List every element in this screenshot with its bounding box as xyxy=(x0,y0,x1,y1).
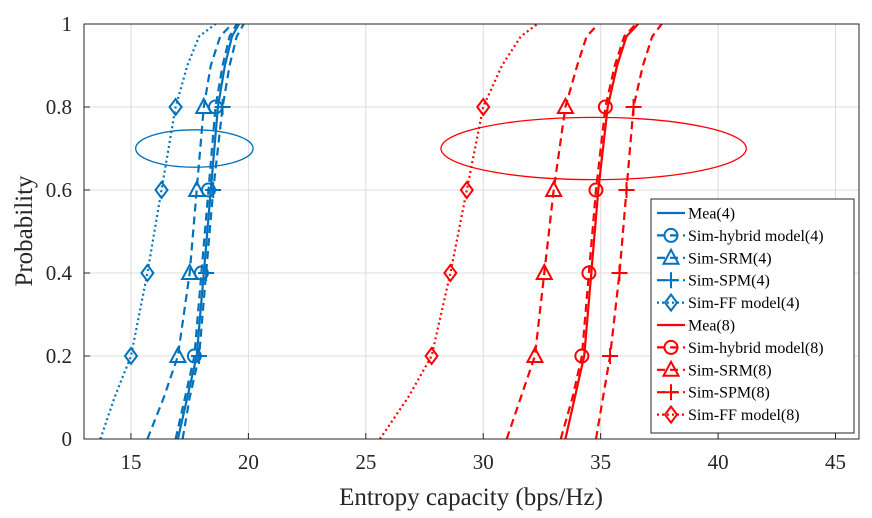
series-line-6 xyxy=(559,24,637,439)
series-marker-7 xyxy=(544,179,563,197)
group-ellipse-group4 xyxy=(135,129,254,168)
legend-swatch-marker xyxy=(663,292,679,313)
legend-swatch-marker xyxy=(663,384,679,401)
x-tick-label: 40 xyxy=(708,450,729,474)
legend-label: Sim-FF model(8) xyxy=(688,407,800,424)
legend-swatch-marker xyxy=(663,339,679,355)
series-marker-8 xyxy=(611,265,628,281)
series-marker-9 xyxy=(459,180,475,200)
series-marker-7 xyxy=(556,96,575,114)
y-axis-label: Probability xyxy=(11,175,38,287)
x-axis-label: Entropy capacity (bps/Hz) xyxy=(339,484,603,511)
legend-item: Sim-hybrid model(8) xyxy=(657,339,824,357)
legend-item: Sim-FF model(8) xyxy=(657,404,800,425)
series-marker-6 xyxy=(588,182,604,198)
series-marker-9 xyxy=(443,263,458,283)
legend-box xyxy=(650,198,855,434)
legend-swatch-marker xyxy=(663,227,679,243)
series-marker-3 xyxy=(191,348,208,364)
series-marker-9 xyxy=(424,346,439,366)
legend-label: Mea(8) xyxy=(688,318,735,335)
legend-item: Sim-SRM(8) xyxy=(657,359,772,379)
y-tick-label: 0.2 xyxy=(46,344,72,368)
y-tick-label: 0.8 xyxy=(46,95,72,119)
legend-label: Sim-SPM(8) xyxy=(688,385,770,402)
series-marker-7 xyxy=(535,262,554,280)
series-line-2 xyxy=(146,24,233,439)
plot-frame xyxy=(83,23,860,440)
legend-swatch-marker xyxy=(663,404,679,425)
legend: Mea(4) Sim-hybrid model(4) Sim-SRM(4) Sim-S… xyxy=(650,198,855,434)
legend-item: Mea(8) xyxy=(657,318,735,335)
series-line-7 xyxy=(505,24,600,439)
series-marker-6 xyxy=(574,348,590,364)
group-ellipse-group8 xyxy=(440,116,747,181)
legend-item: Sim-FF model(4) xyxy=(657,292,800,313)
series-line-4 xyxy=(99,24,217,439)
series-marker-8 xyxy=(625,99,642,115)
series-marker-2 xyxy=(187,179,206,197)
legend-label: Sim-FF model(4) xyxy=(688,295,800,312)
series-marker-2 xyxy=(194,96,213,114)
y-axis-ticks: 0 0.2 0.4 0.6 0.8 1 xyxy=(46,12,90,451)
legend-swatch-marker xyxy=(661,247,681,265)
legend-label: Sim-SPM(4) xyxy=(688,273,770,290)
series-marker-3 xyxy=(214,99,231,115)
x-tick-label: 45 xyxy=(825,450,846,474)
x-tick-label: 25 xyxy=(355,450,376,474)
x-tick-label: 20 xyxy=(238,450,259,474)
series-marker-3 xyxy=(198,265,215,281)
series-marker-7 xyxy=(525,345,545,363)
series-marker-2 xyxy=(168,345,188,363)
y-tick-label: 0.4 xyxy=(46,261,73,285)
y-tick-label: 0.6 xyxy=(46,178,72,202)
legend-label: Sim-SRM(8) xyxy=(688,362,772,379)
x-axis-ticks: 15 20 25 30 35 40 45 xyxy=(120,433,846,474)
legend-swatch-marker xyxy=(661,359,681,377)
series-marker-4 xyxy=(168,97,183,117)
y-tick-label: 0 xyxy=(62,427,73,451)
series-marker-3 xyxy=(205,182,222,198)
y-tick-label: 1 xyxy=(62,12,73,36)
legend-label: Sim-hybrid model(4) xyxy=(688,228,824,245)
series-marker-8 xyxy=(602,348,619,364)
series-marker-4 xyxy=(123,346,139,366)
x-tick-label: 30 xyxy=(473,450,494,474)
legend-label: Sim-hybrid model(8) xyxy=(688,340,824,357)
series-marker-2 xyxy=(180,262,199,280)
series-line-9 xyxy=(378,24,538,439)
series-marker-4 xyxy=(154,180,169,200)
x-tick-label: 15 xyxy=(120,450,141,474)
legend-item: Sim-SRM(4) xyxy=(657,247,772,267)
legend-item: Sim-hybrid model(4) xyxy=(657,227,824,245)
x-tick-label: 35 xyxy=(590,450,611,474)
series-marker-6 xyxy=(597,99,613,115)
legend-label: Sim-SRM(4) xyxy=(688,250,772,267)
legend-item: Sim-SPM(4) xyxy=(657,272,770,290)
series-line-5 xyxy=(564,24,640,439)
series-marker-4 xyxy=(140,263,155,283)
series-marker-6 xyxy=(581,265,597,281)
legend-item: Sim-SPM(8) xyxy=(657,384,770,402)
annotation-ellipses xyxy=(135,116,747,181)
series-markers xyxy=(123,96,642,366)
series-marker-9 xyxy=(475,97,491,117)
legend-item: Mea(4) xyxy=(657,206,735,223)
legend-swatch-marker xyxy=(663,272,679,289)
legend-label: Mea(4) xyxy=(688,206,735,223)
series-marker-8 xyxy=(618,182,635,198)
